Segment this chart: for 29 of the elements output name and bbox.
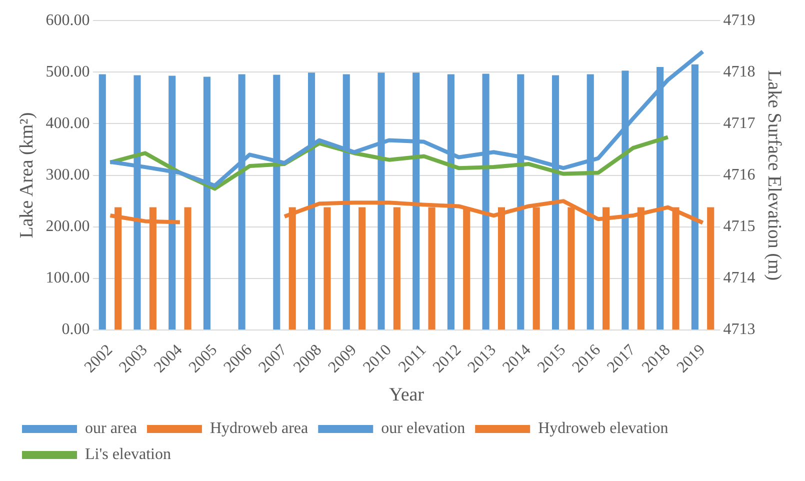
bar xyxy=(393,207,400,330)
y2-tick-label: 4717 xyxy=(723,114,756,132)
y-tick-label: 400.00 xyxy=(46,114,90,132)
y-tick-label: 200.00 xyxy=(46,218,90,236)
bar xyxy=(184,207,192,330)
legend-label: our area xyxy=(85,420,137,438)
legend-label: our elevation xyxy=(381,420,466,438)
y2-tick-label: 4713 xyxy=(723,321,756,338)
y-tick-label: 600.00 xyxy=(46,12,90,29)
y-tick-label: 100.00 xyxy=(46,270,90,287)
y2-tick-label: 4718 xyxy=(723,63,756,80)
x-tick-label: 2011 xyxy=(396,342,430,376)
y2-axis-title: Lake Surface Elevation (m) xyxy=(764,70,785,281)
y-tick-label: 300.00 xyxy=(46,166,90,184)
legend-label: Hydroweb elevation xyxy=(538,420,668,438)
bar xyxy=(707,207,714,330)
x-axis-title: Year xyxy=(388,384,425,406)
legend-label: Hydroweb area xyxy=(210,420,308,438)
bar xyxy=(98,74,106,330)
y2-tick-label: 4715 xyxy=(723,218,756,236)
y-axis-title: Lake Area (km²) xyxy=(16,112,38,238)
bar xyxy=(358,207,366,330)
y2-tick-label: 4716 xyxy=(723,166,756,184)
y-tick-label: 500.00 xyxy=(46,63,90,80)
y2-tick-label: 4714 xyxy=(723,270,756,287)
legend-label: Li's elevation xyxy=(85,446,171,464)
bar xyxy=(324,207,331,330)
y-tick-label: 0.00 xyxy=(62,321,90,338)
y2-tick-label: 4719 xyxy=(723,12,756,29)
